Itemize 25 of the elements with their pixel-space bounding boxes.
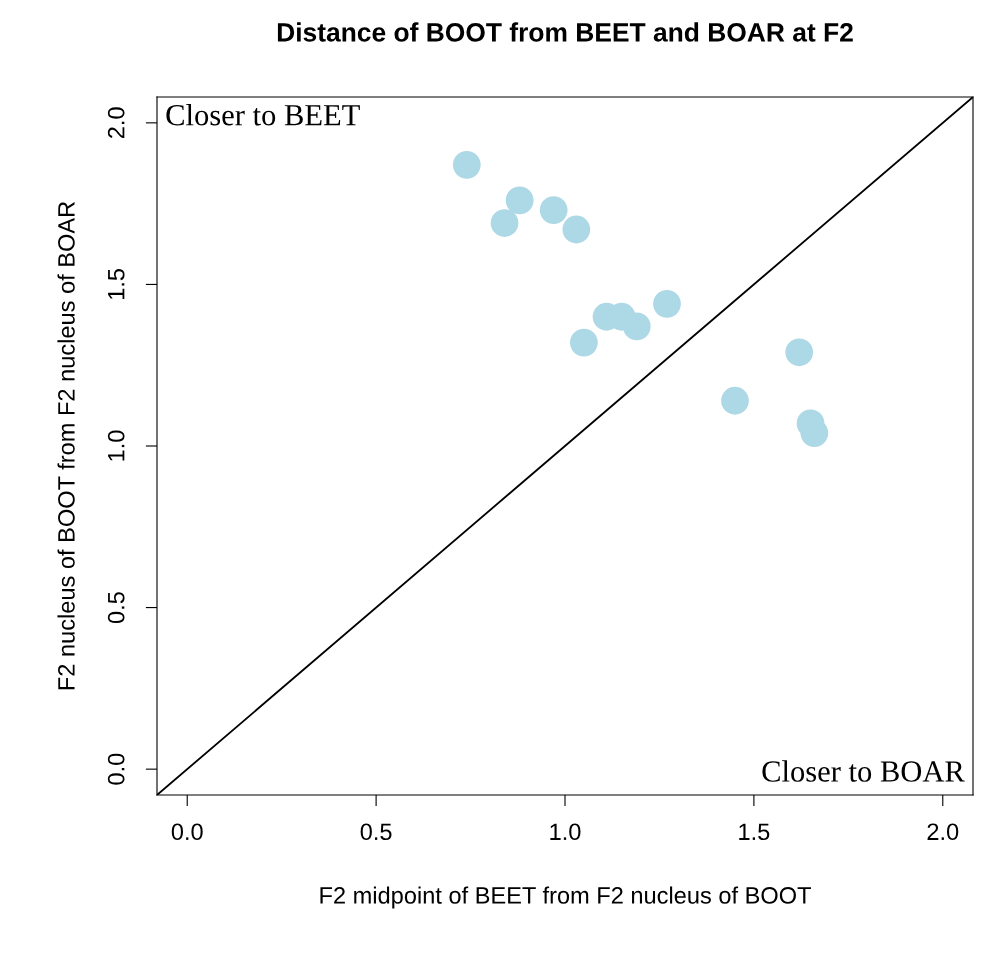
point [785, 338, 814, 367]
point [505, 186, 534, 215]
y-tick-label: 0.0 [107, 753, 125, 785]
point [490, 209, 519, 237]
y-axis-title: F2 nucleus of BOOT from F2 nucleus of BOAR [57, 201, 75, 690]
point [653, 289, 681, 318]
point [562, 215, 591, 244]
y-tick-label: 1.5 [108, 269, 125, 300]
point [452, 150, 481, 179]
point [539, 196, 568, 224]
x-tick-label: 0.5 [360, 823, 392, 841]
annotation: Closer to BEET [166, 103, 360, 126]
point [570, 328, 598, 357]
x-tick-label: 1.5 [739, 823, 770, 841]
x-axis-title: F2 midpoint of BEET from F2 nucleus of BOOT [320, 886, 811, 909]
chart-title: Distance of BOOT from BEET and BOAR at F2 [277, 22, 853, 42]
point [622, 312, 651, 341]
annotation: Closer to BOAR [762, 760, 965, 782]
point [721, 386, 749, 415]
x-tick-label: 0.0 [171, 823, 203, 841]
y-tick-label: 2.0 [107, 107, 125, 139]
y-tick-label: 0.5 [107, 592, 125, 624]
x-tick-label: 2.0 [927, 823, 959, 841]
y-tick-label: 1.0 [107, 430, 125, 461]
x-tick-label: 1.0 [550, 823, 581, 841]
